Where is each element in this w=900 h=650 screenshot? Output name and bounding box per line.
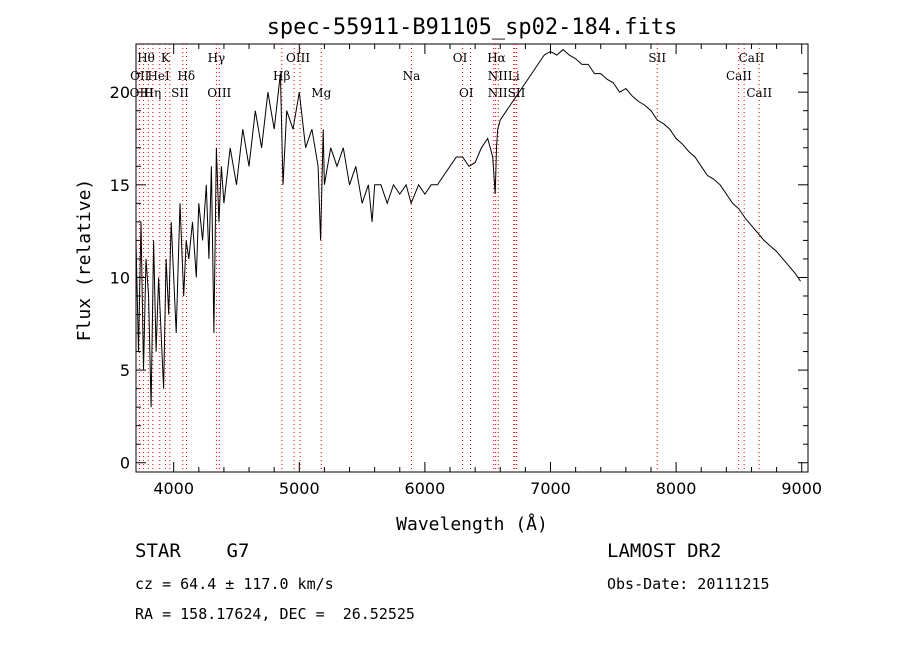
y-tick-label: 0 xyxy=(120,454,130,473)
redshift-info: cz = 64.4 ± 117.0 km/s xyxy=(135,575,334,593)
spectrum-line xyxy=(135,48,801,408)
coordinates: RA = 158.17624, DEC = 26.52525 xyxy=(135,605,415,623)
line-label: NII xyxy=(488,69,508,83)
line-label: Na xyxy=(403,69,421,83)
line-label: CaII xyxy=(726,69,752,83)
line-label: OI xyxy=(459,86,474,100)
line-label: NIISII xyxy=(488,86,526,100)
y-axis-label: Flux (relative) xyxy=(74,179,95,342)
line-label: OI xyxy=(453,51,468,65)
x-tick-label: 8000 xyxy=(656,479,697,498)
x-tick-label: 7000 xyxy=(530,479,571,498)
line-label: K xyxy=(161,51,171,65)
x-tick-label: 6000 xyxy=(405,479,446,498)
y-tick-label: 10 xyxy=(110,268,130,287)
line-label: Hη xyxy=(144,86,162,100)
plot-frame xyxy=(135,43,809,473)
line-label: OIII xyxy=(286,51,310,65)
line-label: Li xyxy=(508,69,520,83)
line-label: CaII xyxy=(739,51,765,65)
line-label: Mg xyxy=(311,86,331,100)
line-label: Hθ xyxy=(137,51,155,65)
survey-name: LAMOST DR2 xyxy=(607,540,722,562)
line-label: SII xyxy=(648,51,666,65)
line-label: Hγ xyxy=(208,51,226,65)
line-label: OII xyxy=(130,69,150,83)
y-tick-label: 15 xyxy=(110,176,130,195)
line-label: HeI xyxy=(147,69,170,83)
line-label: OIII xyxy=(130,86,154,100)
x-axis-label: Wavelength (Å) xyxy=(396,513,548,535)
line-label: Hδ xyxy=(177,69,195,83)
spectrum-series xyxy=(135,48,801,408)
line-label: SII xyxy=(171,86,189,100)
emission-line-markers xyxy=(138,44,760,472)
x-tick-label: 5000 xyxy=(279,479,320,498)
line-label: Hβ xyxy=(273,69,290,83)
observation-date: Obs-Date: 20111215 xyxy=(607,575,770,593)
y-tick-label: 5 xyxy=(120,361,130,380)
x-tick-label: 4000 xyxy=(153,479,194,498)
line-label: OIII xyxy=(207,86,231,100)
y-tick-label: 20 xyxy=(110,83,130,102)
object-type: STAR G7 xyxy=(135,540,250,562)
axes: 4000 5000 6000 7000 8000 9000 0 5 10 15 20 xyxy=(110,43,822,498)
line-label: Hα xyxy=(487,51,506,65)
chart-title: spec-55911-B91105_sp02-184.fits xyxy=(267,15,678,40)
line-label: CaII xyxy=(746,86,772,100)
x-tick-label: 9000 xyxy=(781,479,822,498)
